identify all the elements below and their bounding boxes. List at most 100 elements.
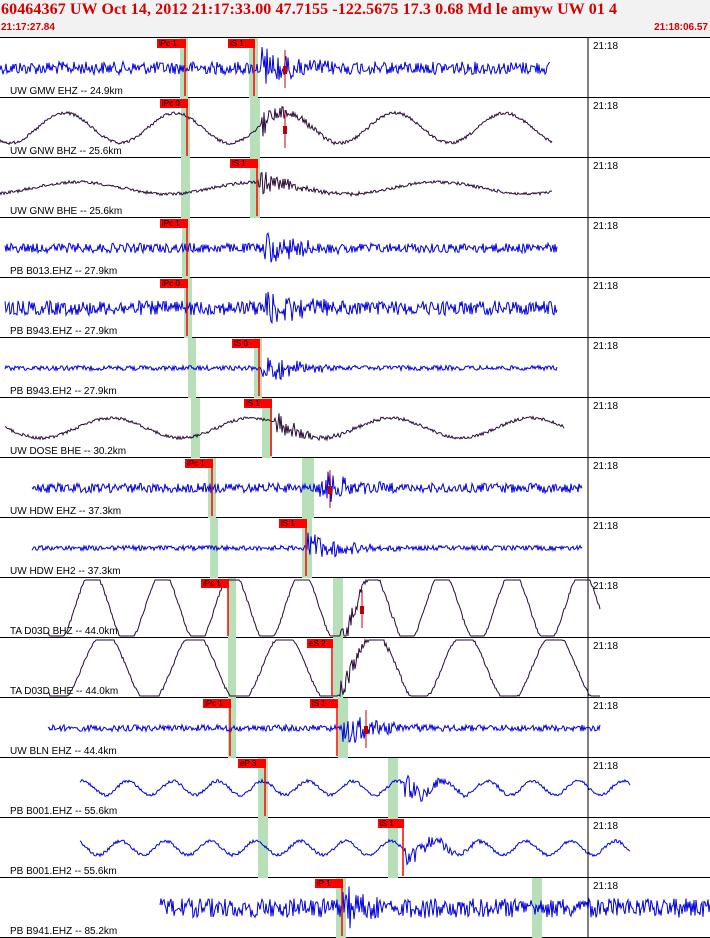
trace-time-label: 21:18 [593, 281, 618, 292]
pick-box [157, 39, 186, 48]
trace-row[interactable]: eS 2 TA D03D BHE -- 44.0km 21:18 [0, 638, 710, 698]
station-label: TA D03D BHZ -- 44.0km [10, 626, 118, 637]
phase-pick[interactable]: eS 2 [307, 639, 333, 696]
phase-window [228, 578, 236, 638]
phase-window [388, 758, 398, 818]
trace-time-label: 21:18 [593, 821, 618, 832]
pick-box [279, 519, 307, 528]
seismogram-panel[interactable]: iPc 1 iS 1 UW GMW EHZ -- 24.9km 21:18 iPc 0 U… [0, 38, 710, 938]
trace-time-label: 21:18 [593, 461, 618, 472]
pick-label: iPc 1 [162, 219, 180, 228]
trace-row[interactable]: iP 1 PB B941.EHZ -- 85.2km 21:18 [0, 878, 710, 938]
pick-label: eS 2 [309, 639, 326, 648]
waveform [47, 638, 600, 698]
waveform [79, 836, 631, 866]
waveform [159, 886, 710, 929]
station-label: UW BLN EHZ -- 44.4km [10, 746, 117, 757]
trace-row[interactable]: iS 1 UW HDW EH2 -- 37.3km 21:18 [0, 518, 710, 578]
station-label: PB B013.EHZ -- 27.9km [10, 266, 117, 277]
phase-pick[interactable]: iPc 1 [157, 39, 186, 96]
phase-pick[interactable]: iPc 1 [185, 459, 213, 516]
pick-box [315, 879, 343, 888]
trace-row[interactable]: iPc 1 iS 1 UW BLN EHZ -- 44.4km 21:18 [0, 698, 710, 758]
station-label: PB B943.EH2 -- 27.9km [10, 386, 117, 397]
waveform [47, 717, 601, 743]
phase-pick[interactable]: iPc 0 [160, 279, 188, 336]
pick-box [310, 699, 338, 708]
pick-box [307, 639, 333, 648]
phase-pick[interactable]: iS 1 [228, 39, 255, 96]
station-label: TA D03D BHE -- 44.0km [10, 686, 118, 697]
pick-label: iP 1 [317, 879, 331, 888]
pick-box [201, 579, 229, 588]
trace-row[interactable]: eP 3 PB B001.EHZ -- 55.6km 21:18 [0, 758, 710, 818]
phase-pick[interactable]: iS 0 [232, 339, 260, 396]
station-label: UW GNW BHZ -- 25.6km [10, 146, 122, 157]
amplitude-tick [283, 66, 287, 74]
trace-time-label: 21:18 [593, 401, 618, 412]
pick-label: eP 3 [240, 759, 257, 768]
phase-pick[interactable]: iS 1 [378, 819, 404, 876]
phase-window [333, 638, 343, 698]
trace-row[interactable]: iS 1 UW DOSE BHE -- 30.2km 21:18 [0, 398, 710, 458]
station-label: PB B941.EHZ -- 85.2km [10, 926, 117, 937]
phase-window [258, 818, 268, 878]
pick-label: iS 1 [232, 159, 246, 168]
pick-box [238, 759, 266, 768]
trace-row[interactable]: iPc 1 PB B013.EHZ -- 27.9km 21:18 [0, 218, 710, 278]
phase-window [258, 758, 268, 818]
seismogram-traces[interactable]: iPc 1 iS 1 UW GMW EHZ -- 24.9km 21:18 iPc 0 U… [0, 38, 710, 938]
pick-box [378, 819, 404, 828]
phase-window [228, 638, 236, 698]
pick-label: iS 1 [380, 819, 394, 828]
waveform [4, 291, 558, 325]
trace-row[interactable]: iS 0 PB B943.EH2 -- 27.9km 21:18 [0, 338, 710, 398]
pick-box [244, 399, 272, 408]
trace-row[interactable]: iPc 0 UW GNW BHZ -- 25.6km 21:18 [0, 98, 710, 158]
phase-pick[interactable]: iPc 0 [160, 99, 188, 156]
phase-window [191, 398, 200, 458]
trace-row[interactable]: iPc 1 iS 1 UW GMW EHZ -- 24.9km 21:18 [0, 38, 710, 98]
waveform [0, 171, 553, 198]
trace-row[interactable]: iPc 0 PB B943.EHZ -- 27.9km 21:18 [0, 278, 710, 338]
station-label: UW GMW EHZ -- 24.9km [10, 86, 123, 97]
phase-window [388, 818, 398, 878]
trace-time-label: 21:18 [593, 221, 618, 232]
trace-row[interactable]: iPc 1 UW HDW EHZ -- 37.3km 21:18 [0, 458, 710, 518]
phase-pick[interactable]: iS 1 [230, 159, 258, 216]
trace-time-label: 21:18 [593, 341, 618, 352]
phase-pick[interactable]: iP 1 [315, 879, 343, 936]
phase-window [250, 98, 260, 158]
phase-pick[interactable]: iS 1 [279, 519, 307, 576]
station-label: PB B943.EHZ -- 27.9km [10, 326, 117, 337]
trace-time-label: 21:18 [593, 881, 618, 892]
waveform [0, 106, 553, 146]
phase-window [262, 398, 272, 458]
phase-window [181, 158, 190, 218]
pick-box [232, 339, 260, 348]
amplitude-tick [283, 126, 287, 134]
amplitude-tick [360, 606, 364, 614]
phase-pick[interactable]: iPc 1 [160, 219, 188, 276]
trace-row[interactable]: iPc 1 TA D03D BHZ -- 44.0km 21:18 [0, 578, 710, 638]
pick-label: iS 1 [312, 699, 326, 708]
phase-pick[interactable]: iS 1 [310, 699, 338, 756]
pick-box [230, 159, 258, 168]
trace-row[interactable]: iS 1 PB B001.EH2 -- 55.6km 21:18 [0, 818, 710, 878]
event-title: 60464367 UW Oct 14, 2012 21:17:33.00 47.… [1, 1, 618, 18]
pick-label: iS 1 [281, 519, 295, 528]
phase-pick[interactable]: iS 1 [244, 399, 272, 456]
trace-time-label: 21:18 [593, 521, 618, 532]
phase-pick[interactable]: iPc 1 [203, 699, 231, 756]
phase-pick[interactable]: iPc 1 [201, 579, 229, 636]
waveform [47, 578, 601, 637]
waveform [0, 47, 551, 84]
pick-label: iPc 1 [159, 39, 177, 48]
station-label: PB B001.EH2 -- 55.6km [10, 866, 117, 877]
trace-row[interactable]: iS 1 UW GNW BHE -- 25.6km 21:18 [0, 158, 710, 218]
phase-pick[interactable]: eP 3 [238, 759, 266, 816]
pick-label: iPc 1 [203, 579, 221, 588]
trace-time-label: 21:18 [593, 581, 618, 592]
waveform [4, 413, 565, 442]
waveform [31, 532, 583, 558]
